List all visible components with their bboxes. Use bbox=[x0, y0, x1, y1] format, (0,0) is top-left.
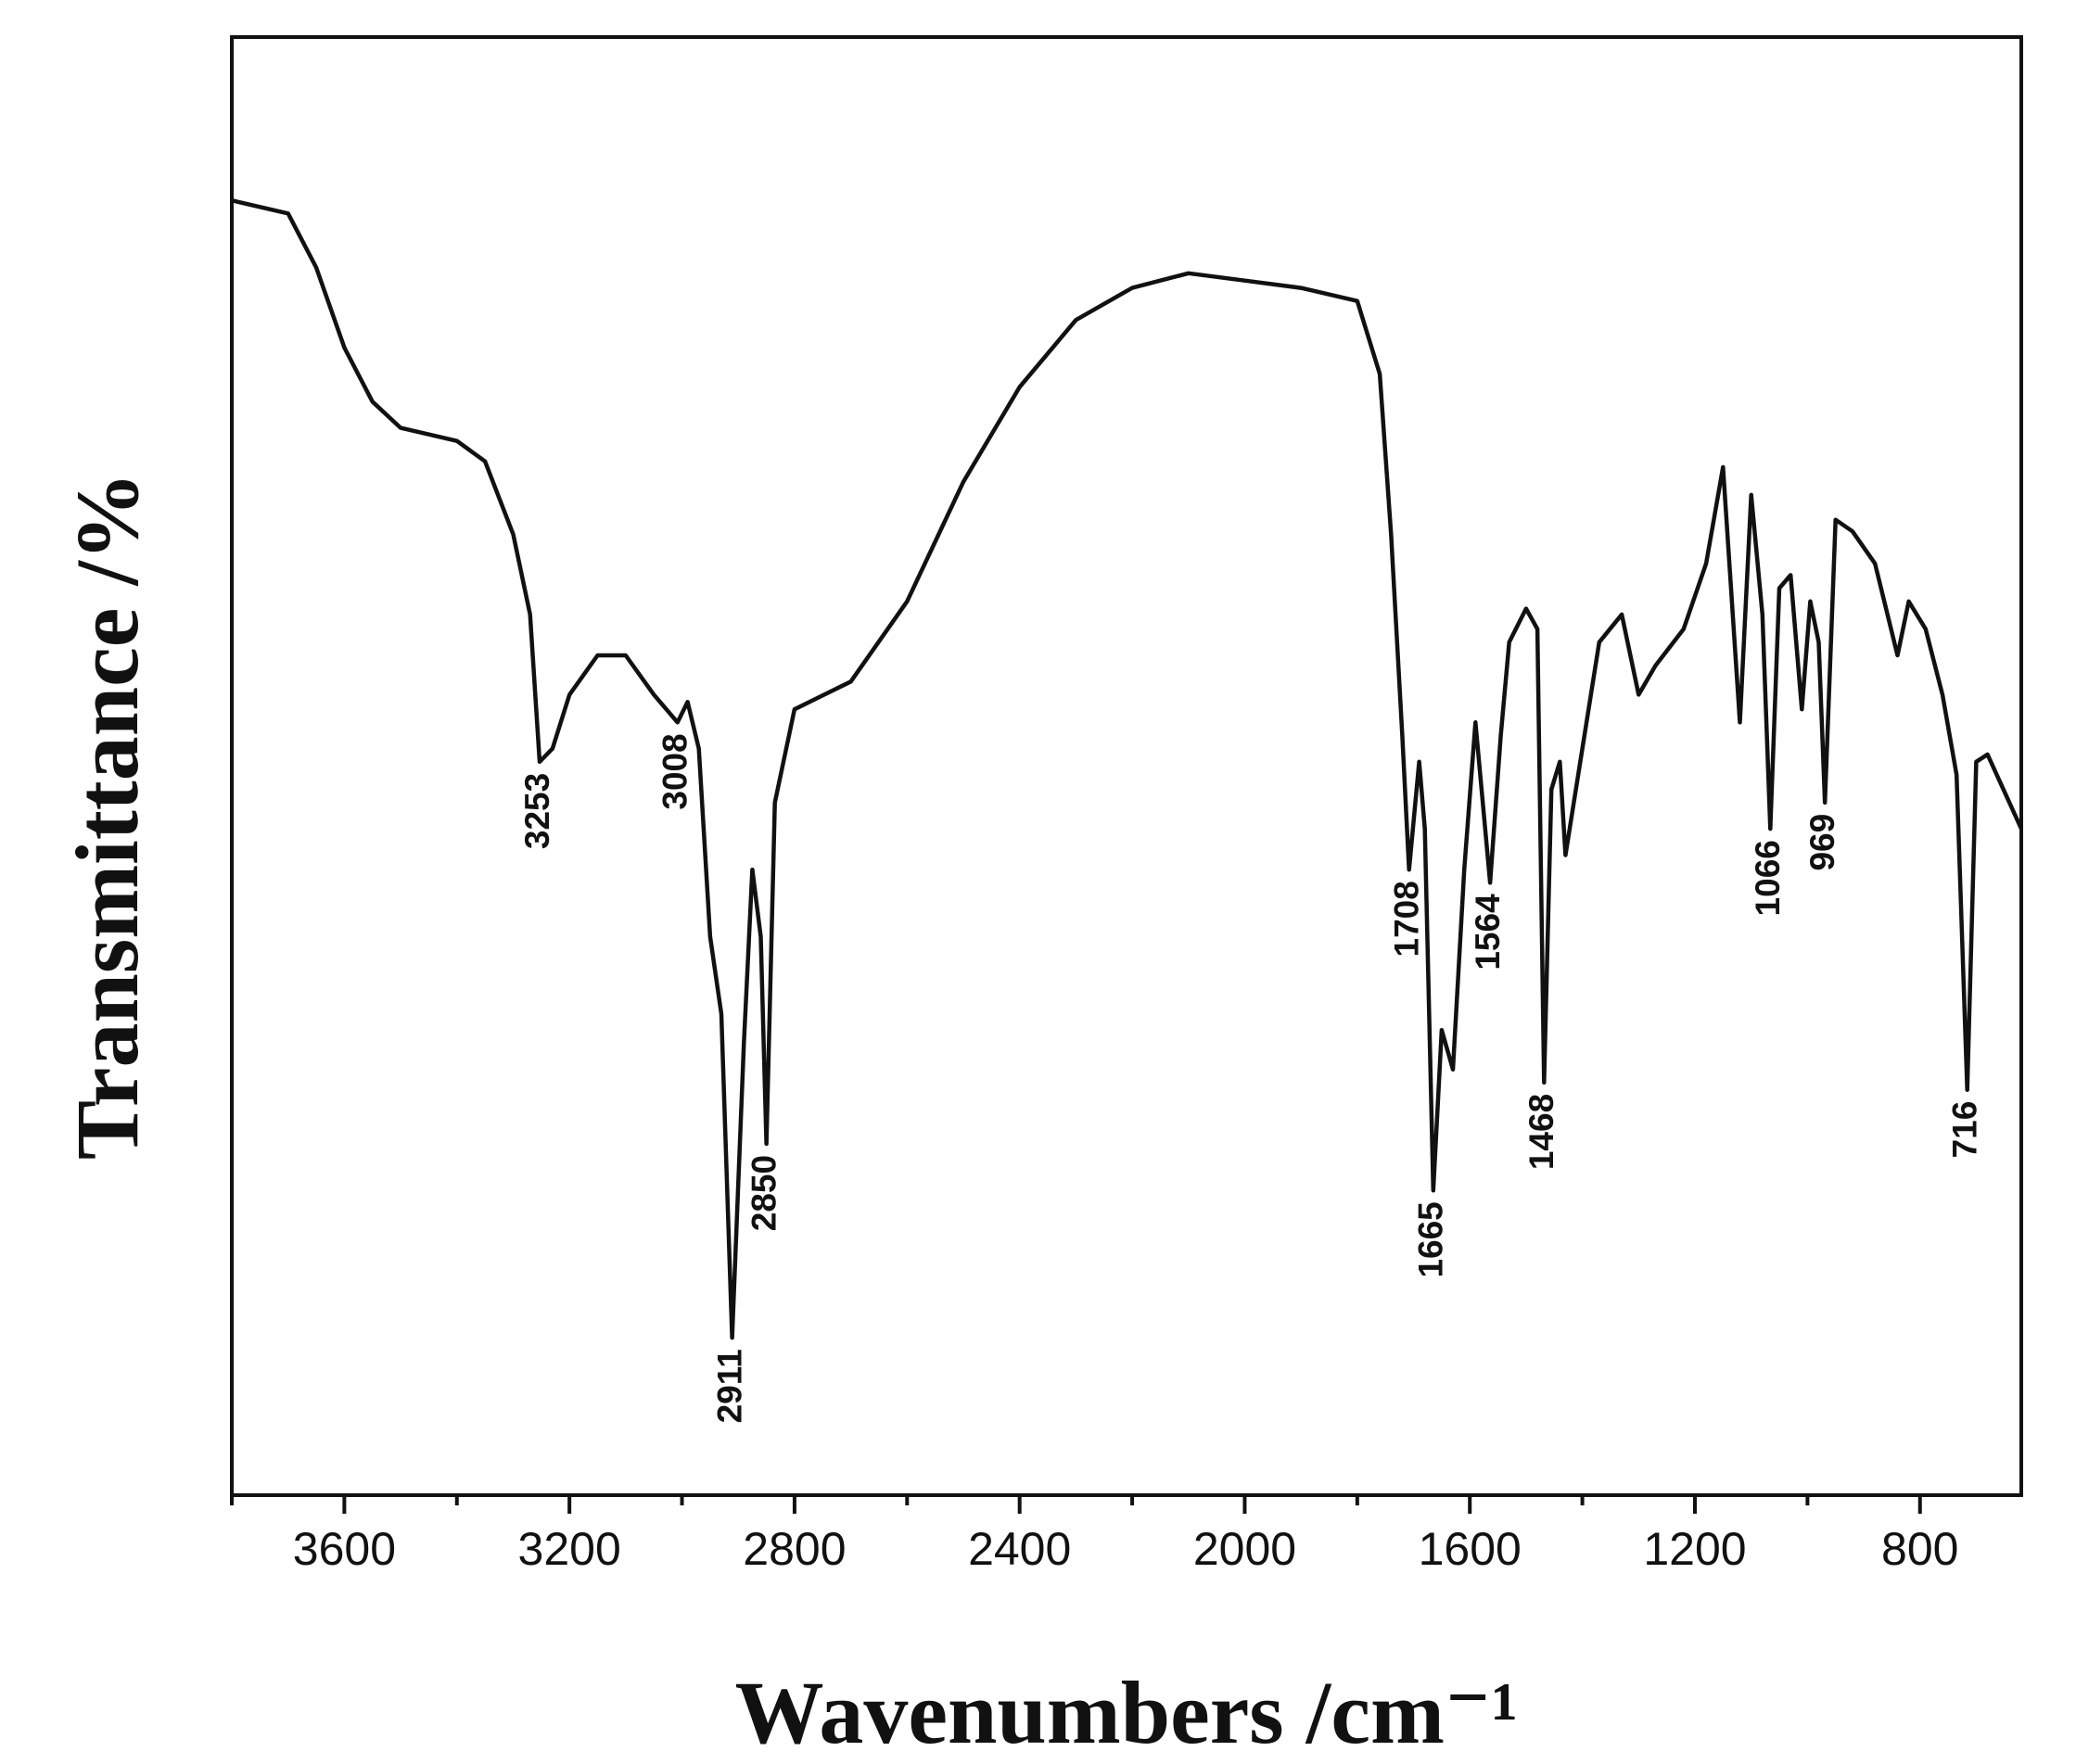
peak-label: 2911 bbox=[710, 1349, 748, 1423]
x-tick-label: 1200 bbox=[1643, 1523, 1746, 1575]
x-tick-label: 2400 bbox=[968, 1523, 1071, 1575]
x-tick-label: 800 bbox=[1881, 1523, 1958, 1575]
x-axis-title: Wavenumbers /cm⁻¹ bbox=[735, 1663, 1519, 1762]
peak-label: 3008 bbox=[656, 733, 694, 809]
y-axis-title: Transmittance /% bbox=[57, 472, 157, 1160]
spectrum-line bbox=[231, 198, 2024, 1340]
peak-label: 1708 bbox=[1387, 881, 1425, 957]
peak-label: 1564 bbox=[1469, 894, 1507, 971]
x-tick-label: 2000 bbox=[1193, 1523, 1296, 1575]
plot-frame bbox=[230, 35, 2023, 1497]
peak-label: 969 bbox=[1803, 814, 1841, 871]
peak-label: 716 bbox=[1946, 1101, 1984, 1159]
peak-label: 3253 bbox=[518, 773, 556, 849]
peak-label: 2850 bbox=[745, 1155, 783, 1231]
x-tick-label: 1600 bbox=[1419, 1523, 1522, 1575]
x-tick-label: 2800 bbox=[743, 1523, 846, 1575]
peak-label: 1468 bbox=[1522, 1094, 1560, 1170]
peak-label: 1066 bbox=[1749, 840, 1787, 916]
peak-label: 1665 bbox=[1412, 1201, 1450, 1277]
x-tick-label: 3600 bbox=[293, 1523, 396, 1575]
x-tick-label: 3200 bbox=[518, 1523, 621, 1575]
